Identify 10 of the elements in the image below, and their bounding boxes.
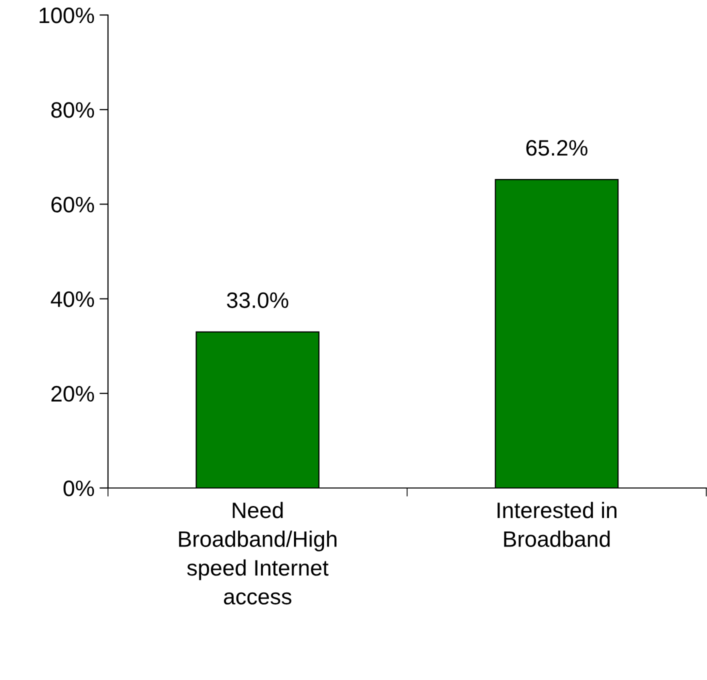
y-tick-label: 0% (64, 480, 94, 496)
x-tick-label: Interested in Broadband (498, 502, 616, 547)
y-tick-label: 100% (40, 8, 94, 24)
y-tick-label: 20% (51, 386, 94, 402)
y-tick-label: 60% (51, 196, 94, 212)
data-label: 33.0% (226, 292, 288, 308)
data-label: 65.2% (526, 140, 588, 156)
y-tick-label: 80% (51, 102, 94, 118)
y-tick-label: 40% (50, 291, 94, 308)
x-tick-label: Need Broadband/High speed Internet access (179, 502, 336, 605)
